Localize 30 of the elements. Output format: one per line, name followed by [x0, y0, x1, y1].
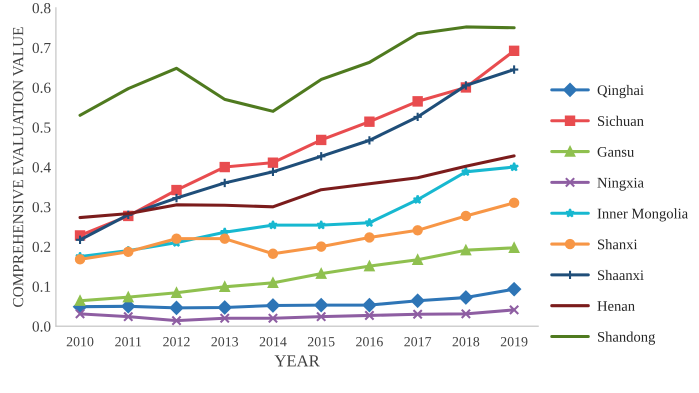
y-tick-label: 0.7: [32, 42, 51, 54]
x-tick-label: 2012: [163, 337, 190, 346]
legend-label: Inner Mongolia: [598, 208, 688, 222]
x-tick-label: 2013: [211, 337, 238, 346]
y-tick-label: 0.8: [32, 3, 50, 14]
legend-label: Shandong: [598, 332, 656, 345]
y-tick-label: 0.2: [32, 242, 50, 252]
legend-label: Shaanxi: [598, 270, 644, 280]
legend-label: Shanxi: [598, 239, 638, 250]
x-tick-label: 2014: [260, 337, 287, 346]
legend-label: Ningxia: [597, 178, 644, 191]
x-tick-label: 2015: [308, 337, 335, 346]
legend-label: Qinghai: [598, 84, 644, 98]
y-tick-label: 0.3: [32, 202, 50, 212]
x-tick-label: 2018: [452, 337, 480, 346]
legend-label: Gansu: [598, 147, 634, 157]
legend-label: Henan: [597, 301, 635, 311]
x-tick-label: 2011: [115, 337, 142, 346]
legend-label: Sichuan: [598, 116, 644, 126]
x-axis-title: YEAR: [274, 355, 320, 366]
y-tick-label: 0.0: [32, 321, 50, 332]
y-tick-label: 0.6: [32, 82, 51, 93]
x-tick-label: 2016: [356, 337, 383, 346]
x-tick-label: 2019: [500, 337, 528, 346]
y-axis-title: COMPREHENSIVE EVALUATION VALUE: [13, 27, 24, 307]
y-tick-label: 0.1: [32, 282, 50, 292]
x-tick-label: 2017: [404, 337, 432, 346]
y-tick-label: 0.4: [32, 162, 51, 173]
x-tick-label: 2010: [66, 337, 94, 346]
y-tick-label: 0.5: [32, 122, 50, 133]
